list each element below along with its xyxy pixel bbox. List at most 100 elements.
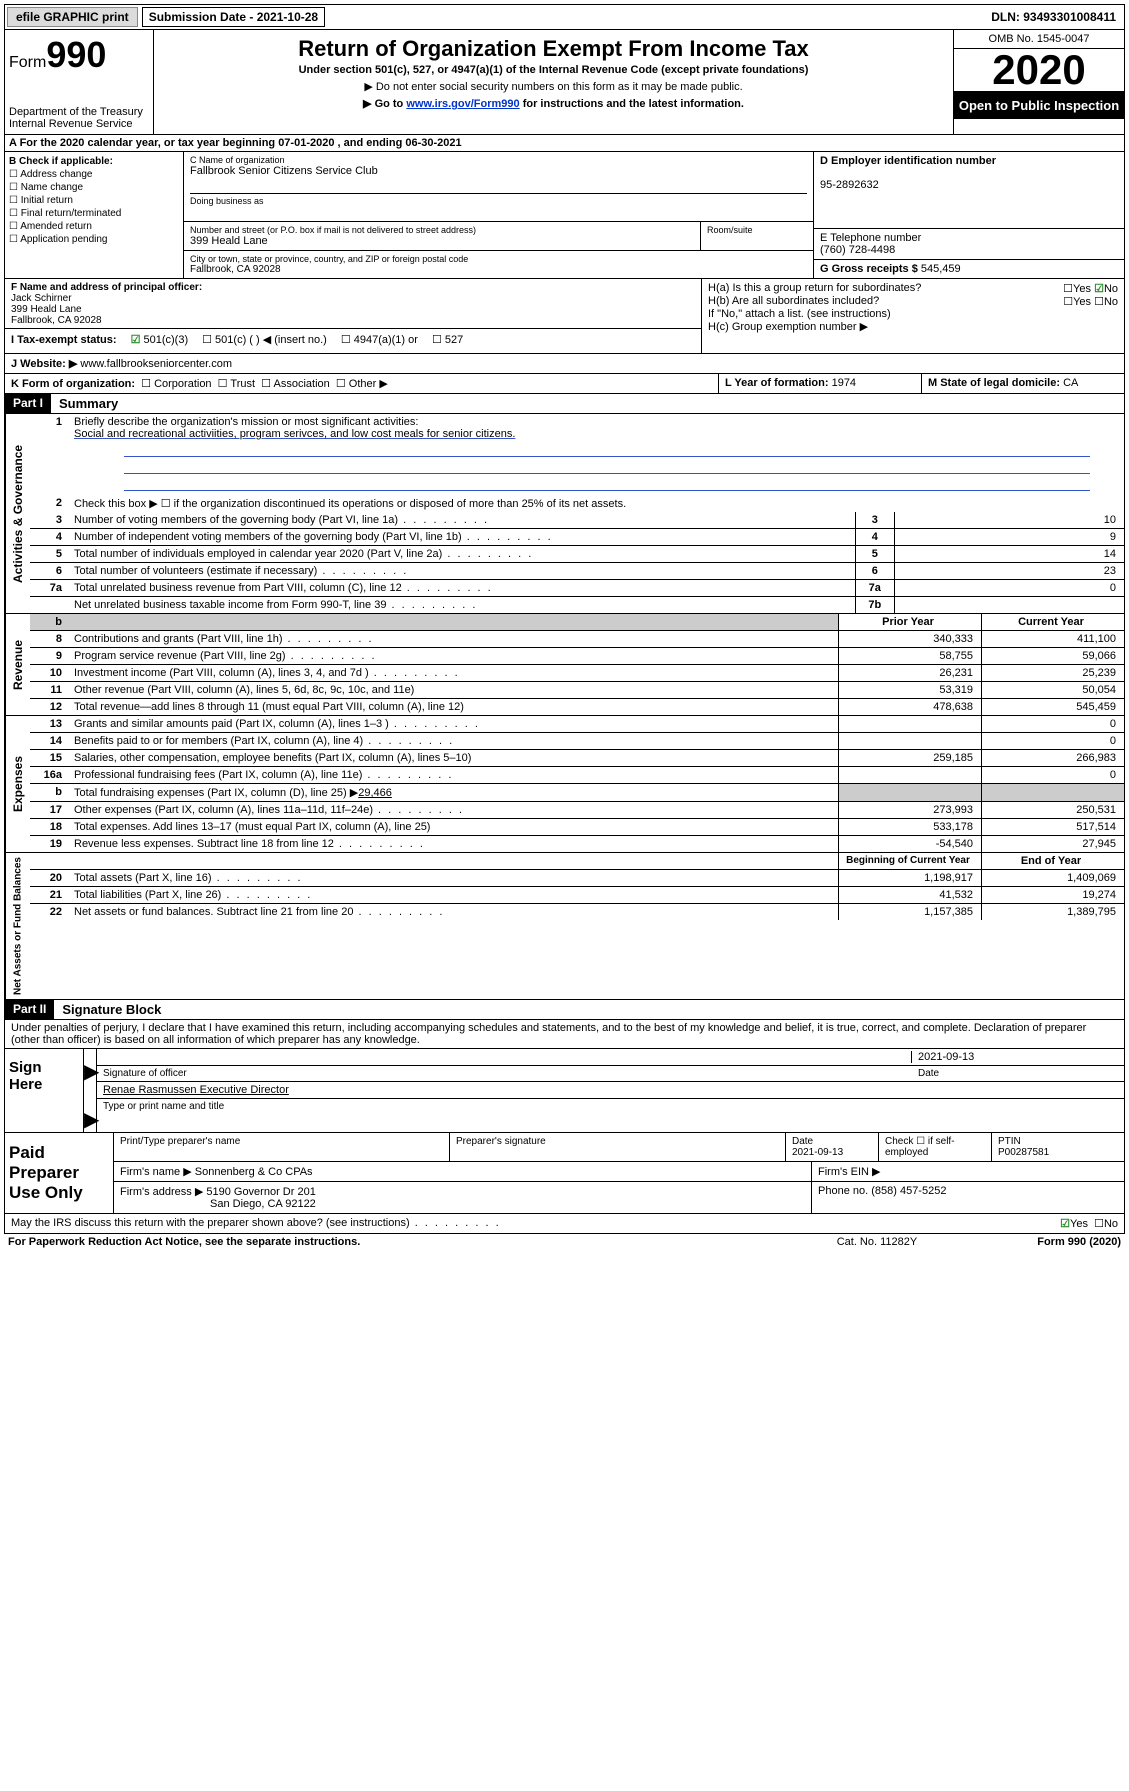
addr-label: Number and street (or P.O. box if mail i… <box>190 225 694 235</box>
hc-label: H(c) Group exemption number ▶ <box>708 320 1118 333</box>
year-formation-value: 1974 <box>832 377 856 389</box>
dba-label: Doing business as <box>190 193 807 206</box>
l7b: Net unrelated business taxable income fr… <box>70 597 855 614</box>
part1-title: Summary <box>51 394 126 413</box>
l20: Total assets (Part X, line 16) <box>70 870 839 887</box>
v5: 14 <box>894 546 1124 563</box>
officer-name: Jack Schirner <box>11 293 72 304</box>
website-value: www.fallbrookseniorcenter.com <box>80 358 232 370</box>
org-city: Fallbrook, CA 92028 <box>190 264 807 275</box>
part1-header: Part I <box>5 394 51 413</box>
v7a: 0 <box>894 580 1124 597</box>
chk-address-change[interactable]: Address change <box>9 169 179 180</box>
l15: Salaries, other compensation, employee b… <box>70 750 839 767</box>
ha-answer[interactable]: ☐Yes ☑No <box>1063 282 1118 295</box>
org-address: 399 Heald Lane <box>190 235 694 247</box>
v6: 23 <box>894 563 1124 580</box>
form-title: Return of Organization Exempt From Incom… <box>158 36 949 62</box>
tax-exempt-label: I Tax-exempt status: <box>11 334 117 346</box>
chk-527[interactable]: ☐ 527 <box>432 333 463 346</box>
year-formation-label: L Year of formation: <box>725 377 829 389</box>
paid-preparer-label: Paid Preparer Use Only <box>5 1133 113 1213</box>
l13: Grants and similar amounts paid (Part IX… <box>70 716 839 733</box>
hb-answer[interactable]: ☐Yes ☐No <box>1063 295 1118 308</box>
form-header: Form990 Department of the Treasury Inter… <box>4 30 1125 135</box>
l1-text: Social and recreational activiities, pro… <box>74 428 515 440</box>
part2-title: Signature Block <box>54 1000 169 1019</box>
dept-label: Department of the Treasury Internal Reve… <box>9 106 149 130</box>
footer-form: Form 990 (2020) <box>1037 1236 1121 1248</box>
chk-501c[interactable]: ☐ 501(c) ( ) ◀ (insert no.) <box>202 333 327 346</box>
cy-header: Current Year <box>982 614 1125 631</box>
gross-receipts-value: 545,459 <box>921 263 961 275</box>
submission-date: Submission Date - 2021-10-28 <box>142 7 325 27</box>
v7b <box>894 597 1124 614</box>
part2-header: Part II <box>5 1000 54 1019</box>
website-label: J Website: ▶ <box>11 358 77 370</box>
open-public-badge: Open to Public Inspection <box>954 92 1124 119</box>
chk-application-pending[interactable]: Application pending <box>9 234 179 245</box>
chk-amended[interactable]: Amended return <box>9 221 179 232</box>
ein-label: D Employer identification number <box>820 155 996 167</box>
sign-date: 2021-09-13 <box>911 1051 1118 1063</box>
org-name-label: C Name of organization <box>190 155 807 165</box>
irs-link[interactable]: www.irs.gov/Form990 <box>406 98 519 110</box>
form-org-label: K Form of organization: <box>11 378 135 390</box>
l14: Benefits paid to or for members (Part IX… <box>70 733 839 750</box>
l4: Number of independent voting members of … <box>70 529 855 546</box>
py-header: Prior Year <box>839 614 982 631</box>
l16a: Professional fundraising fees (Part IX, … <box>70 767 839 784</box>
domicile-value: CA <box>1063 377 1078 389</box>
hb-note: If "No," attach a list. (see instruction… <box>708 308 1118 320</box>
tax-year: 2020 <box>954 49 1124 92</box>
side-revenue: Revenue <box>5 614 30 715</box>
officer-addr2: Fallbrook, CA 92028 <box>11 315 102 326</box>
chk-501c3[interactable]: ☑ 501(c)(3) <box>131 333 189 346</box>
footer-notice: For Paperwork Reduction Act Notice, see … <box>8 1236 360 1248</box>
firm-addr2: San Diego, CA 92122 <box>210 1198 316 1210</box>
eoy-header: End of Year <box>982 853 1125 870</box>
l2: Check this box ▶ ☐ if the organization d… <box>70 495 1124 512</box>
l21: Total liabilities (Part X, line 26) <box>70 887 839 904</box>
discuss-question: May the IRS discuss this return with the… <box>11 1217 501 1230</box>
sig-date-label: Date <box>918 1068 1118 1079</box>
type-print-label: Type or print name and title <box>103 1101 224 1112</box>
firm-phone: (858) 457-5252 <box>871 1185 946 1197</box>
l6: Total number of volunteers (estimate if … <box>70 563 855 580</box>
officer-name-title: Renae Rasmussen Executive Director <box>103 1084 289 1096</box>
top-bar: efile GRAPHIC print Submission Date - 20… <box>4 4 1125 30</box>
efile-button[interactable]: efile GRAPHIC print <box>7 7 138 27</box>
l1-label: Briefly describe the organization's miss… <box>74 416 418 428</box>
sig-officer-label: Signature of officer <box>103 1068 918 1079</box>
chk-4947[interactable]: ☐ 4947(a)(1) or <box>341 333 418 346</box>
side-governance: Activities & Governance <box>5 414 30 613</box>
l3: Number of voting members of the governin… <box>70 512 855 529</box>
chk-final-return[interactable]: Final return/terminated <box>9 208 179 219</box>
l12: Total revenue—add lines 8 through 11 (mu… <box>70 699 839 716</box>
l19: Revenue less expenses. Subtract line 18 … <box>70 836 839 853</box>
l7a: Total unrelated business revenue from Pa… <box>70 580 855 597</box>
discuss-answer[interactable]: ☑Yes ☐No <box>1060 1217 1118 1230</box>
l8: Contributions and grants (Part VIII, lin… <box>70 631 839 648</box>
l5: Total number of individuals employed in … <box>70 546 855 563</box>
v4: 9 <box>894 529 1124 546</box>
sign-here-label: Sign Here <box>5 1049 83 1132</box>
subtitle-2: ▶ Do not enter social security numbers o… <box>158 80 949 93</box>
hb-label: H(b) Are all subordinates included? <box>708 295 879 308</box>
org-name: Fallbrook Senior Citizens Service Club <box>190 165 807 177</box>
self-employed-chk[interactable]: Check ☐ if self-employed <box>879 1133 992 1161</box>
v3: 10 <box>894 512 1124 529</box>
ein-value: 95-2892632 <box>820 179 879 191</box>
l22: Net assets or fund balances. Subtract li… <box>70 904 839 921</box>
firm-ein-label: Firm's EIN ▶ <box>812 1162 1124 1181</box>
room-label: Room/suite <box>701 222 813 250</box>
l10: Investment income (Part VIII, column (A)… <box>70 665 839 682</box>
bcy-header: Beginning of Current Year <box>839 853 982 870</box>
chk-name-change[interactable]: Name change <box>9 182 179 193</box>
gross-receipts-label: G Gross receipts $ <box>820 263 918 275</box>
chk-initial-return[interactable]: Initial return <box>9 195 179 206</box>
domicile-label: M State of legal domicile: <box>928 377 1060 389</box>
subtitle-1: Under section 501(c), 527, or 4947(a)(1)… <box>158 64 949 76</box>
form-number: Form990 <box>9 34 149 76</box>
l18: Total expenses. Add lines 13–17 (must eq… <box>70 819 839 836</box>
